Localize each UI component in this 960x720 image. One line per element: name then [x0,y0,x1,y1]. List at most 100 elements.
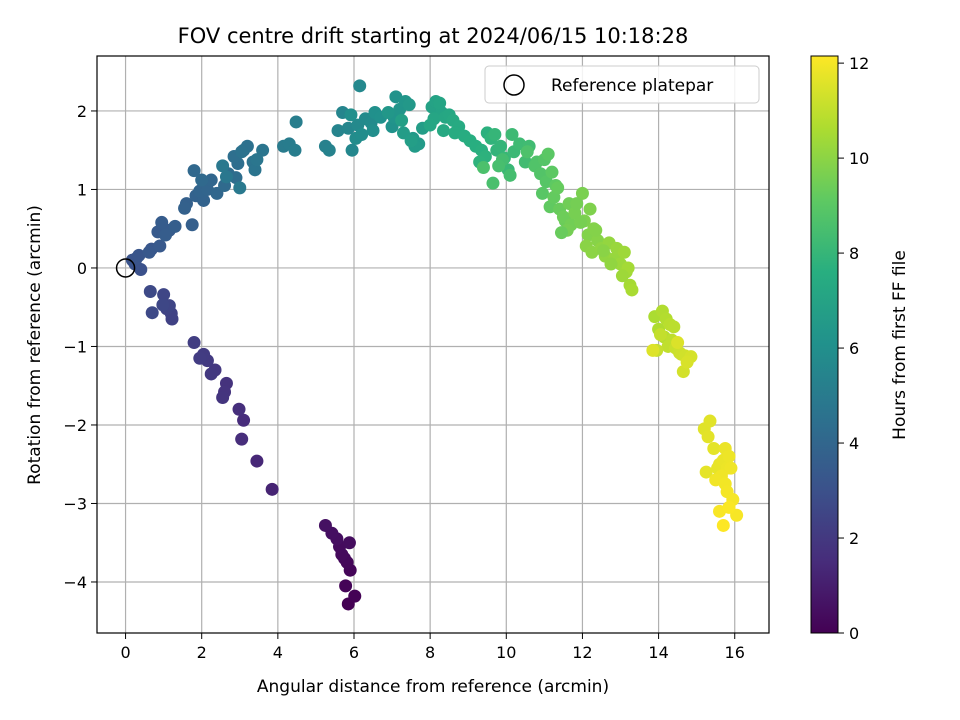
data-point [204,173,218,187]
data-point [339,579,353,593]
colorbar-tick-label: 6 [849,339,859,358]
data-point [168,219,182,233]
data-point [143,285,157,299]
x-tick-label: 12 [572,643,592,662]
x-tick-label: 6 [349,643,359,662]
legend-label: Reference platepar [551,76,713,96]
y-axis-label: Rotation from reference (arcmin) [25,205,45,485]
data-point [195,173,209,187]
data-point [551,181,565,195]
data-point [404,134,418,148]
data-point [680,355,694,369]
x-axis-label: Angular distance from reference (arcmin) [257,677,609,697]
data-point [345,143,359,157]
y-tick-label: −2 [63,416,87,435]
data-point [494,139,508,153]
data-point [216,390,230,404]
data-point [366,124,380,138]
data-point [232,402,246,416]
legend-marker [503,74,525,96]
x-axis-ticks: 0 2 4 6 8 10 12 14 16 [120,633,745,662]
data-point [265,482,279,496]
data-point [187,336,201,350]
data-point [646,343,660,357]
data-point [395,113,409,127]
data-point [545,165,559,179]
y-tick-label: −1 [63,337,87,356]
x-tick-label: 16 [725,643,745,662]
data-point [486,176,500,190]
data-point [322,143,336,157]
data-point [722,449,736,463]
data-point [342,536,356,550]
y-tick-label: −4 [63,573,87,592]
data-point [574,215,588,229]
colorbar-ticks: 0 2 4 6 8 10 12 [838,54,869,643]
data-point [142,245,156,259]
plot-frame [96,55,770,634]
y-tick-label: 0 [77,259,87,278]
data-point [575,186,589,200]
y-tick-label: −3 [63,494,87,513]
data-point [554,226,568,240]
data-point [583,202,597,216]
data-point [615,269,629,283]
y-tick-label: 2 [77,102,87,121]
data-point [178,201,192,215]
data-point [707,442,721,456]
data-point [187,164,201,178]
data-point [219,170,233,184]
data-point [145,306,159,320]
data-point [381,106,395,120]
data-point [185,218,199,232]
data-point [318,518,332,532]
data-point [132,248,146,262]
data-point [204,367,218,381]
x-tick-label: 8 [425,643,435,662]
legend: Reference platepar [484,65,760,104]
colorbar-frame [810,55,839,634]
data-point [724,461,738,475]
x-tick-label: 10 [496,643,516,662]
data-point [235,432,249,446]
data-point [520,145,534,159]
data-point [604,257,618,271]
data-point [250,454,264,468]
data-point [289,115,303,129]
data-point [703,414,717,428]
data-point [667,320,681,334]
data-point [699,465,713,479]
data-point [344,108,358,122]
data-point [256,143,270,157]
data-point [505,128,519,142]
colorbar-tick-label: 4 [849,434,859,453]
data-point [476,160,490,174]
data-point [235,145,249,159]
chart-title: FOV centre drift starting at 2024/06/15 … [178,24,689,48]
data-point [433,96,447,110]
data-point [156,298,170,312]
data-point [722,500,736,514]
colorbar-tick-label: 2 [849,529,859,548]
data-point [716,518,730,532]
data-point [157,288,171,302]
data-point [216,159,230,173]
reference-marker [115,258,136,278]
data-point [353,79,367,93]
data-point [423,118,437,132]
colorbar-tick-label: 0 [849,624,859,643]
data-point [193,351,207,365]
x-tick-label: 0 [120,643,130,662]
data-point [596,244,610,258]
data-point [653,328,667,342]
data-point [671,336,685,350]
colorbar-tick-label: 8 [849,244,859,263]
data-point [248,163,262,177]
data-point [625,283,639,297]
y-axis-ticks: −4 −3 −2 −1 0 1 2 [63,102,97,592]
y-tick-label: 1 [77,180,87,199]
data-point [492,159,506,173]
data-point [237,413,251,427]
data-point [541,147,555,161]
